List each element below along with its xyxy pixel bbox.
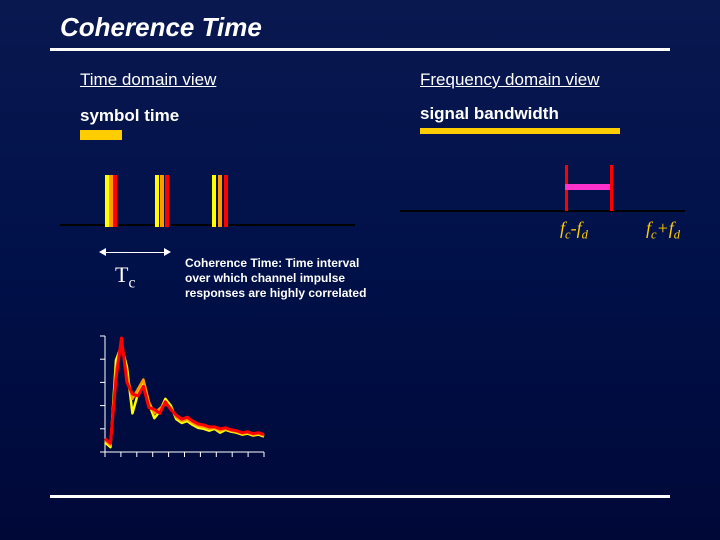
fc-plus-fd-label: fc+fd [646, 218, 680, 243]
freq-tick [610, 165, 613, 211]
tc-label: Tc [115, 262, 135, 292]
symbol-time-text: symbol time [80, 106, 179, 125]
slide-title: Coherence Time [60, 12, 262, 43]
pulse-line [113, 175, 117, 227]
tc-main: T [115, 262, 128, 287]
impulse-response-plot [85, 330, 270, 470]
coherence-definition-text: Coherence Time: Time interval over which… [185, 256, 366, 300]
signal-bandwidth-label: signal bandwidth [420, 104, 559, 124]
title-text: Coherence Time [60, 12, 262, 42]
pulse-line [224, 175, 228, 227]
signal-bandwidth-text: signal bandwidth [420, 104, 559, 123]
tc-sub: c [128, 274, 135, 291]
pulse-line [160, 175, 164, 227]
signal-bandwidth-bar [420, 128, 620, 134]
fl-mid: -f [571, 218, 582, 238]
fl-d: d [582, 228, 588, 242]
fr-mid: +f [657, 218, 674, 238]
title-underline [50, 48, 670, 51]
time-domain-subtitle: Time domain view [80, 70, 216, 90]
plot-svg [85, 330, 270, 470]
pulse-line [165, 175, 169, 227]
doppler-band [565, 184, 610, 190]
freq-domain-subtitle: Frequency domain view [420, 70, 600, 90]
pulse-line [155, 175, 159, 227]
fc-minus-fd-label: fc-fd [560, 218, 588, 243]
bottom-rule [50, 495, 670, 498]
pulse-line [218, 175, 222, 227]
symbol-time-bar [80, 130, 122, 140]
time-domain-subtitle-text: Time domain view [80, 70, 216, 89]
freq-domain-subtitle-text: Frequency domain view [420, 70, 600, 89]
fr-d: d [674, 228, 680, 242]
symbol-time-label: symbol time [80, 106, 179, 126]
pulse-line [212, 175, 216, 227]
coherence-definition: Coherence Time: Time interval over which… [185, 256, 375, 301]
freq-axis [400, 210, 685, 212]
